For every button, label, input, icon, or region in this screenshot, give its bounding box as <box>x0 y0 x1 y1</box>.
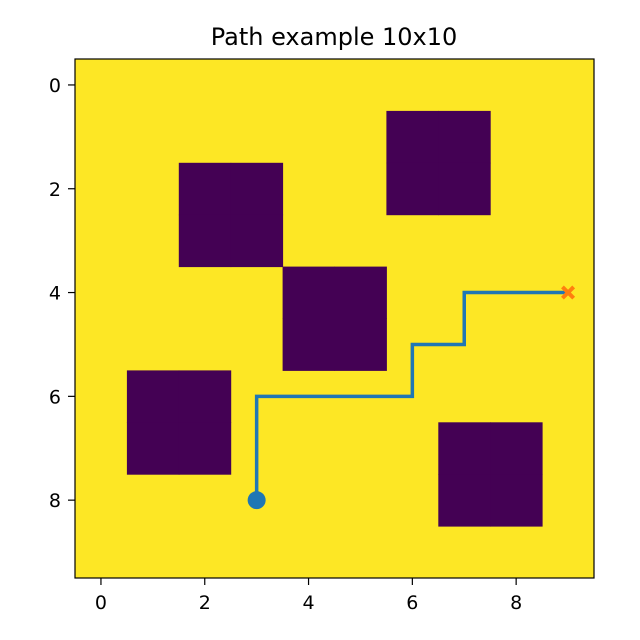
obstacle-cell <box>178 422 232 475</box>
x-axis: 0 2 4 6 8 <box>95 578 522 614</box>
x-tick-label: 2 <box>199 592 211 614</box>
obstacle-cell <box>178 214 232 268</box>
x-tick-label: 0 <box>95 592 107 614</box>
obstacle-cell <box>282 266 335 319</box>
start-marker <box>247 491 266 510</box>
obstacle-cell <box>230 162 284 216</box>
obstacle-cell <box>178 370 232 423</box>
y-axis: 0 2 4 6 8 <box>49 75 75 512</box>
y-tick-label: 2 <box>49 179 61 201</box>
x-tick-label: 4 <box>303 592 315 614</box>
goal-marker <box>561 285 576 300</box>
x-tick-label: 8 <box>510 592 522 614</box>
obstacle-cell <box>334 266 387 319</box>
obstacle-cell <box>126 422 180 475</box>
path-line <box>254 290 569 501</box>
obstacle-cell <box>230 214 284 268</box>
y-tick-label: 4 <box>49 283 61 305</box>
y-tick-label: 0 <box>49 75 61 97</box>
obstacle-cell <box>178 162 232 216</box>
y-tick-label: 6 <box>49 386 61 408</box>
obstacle-cell <box>490 422 543 475</box>
obstacle-cell <box>282 318 335 371</box>
obstacle-cell <box>438 162 491 216</box>
obstacle-cell <box>386 110 439 164</box>
obstacle-cell <box>438 110 491 164</box>
x-tick-label: 6 <box>406 592 418 614</box>
obstacle-cell <box>386 162 439 216</box>
chart-title: Path example 10x10 <box>211 23 458 51</box>
obstacle-cell <box>126 370 180 423</box>
axes-frame <box>74 58 595 579</box>
obstacle-cell <box>334 318 387 371</box>
obstacle-cell <box>438 474 491 527</box>
plot-area <box>74 58 595 579</box>
obstacle-cell <box>490 474 543 527</box>
y-tick-label: 8 <box>49 490 61 512</box>
obstacle-cell <box>438 422 491 475</box>
